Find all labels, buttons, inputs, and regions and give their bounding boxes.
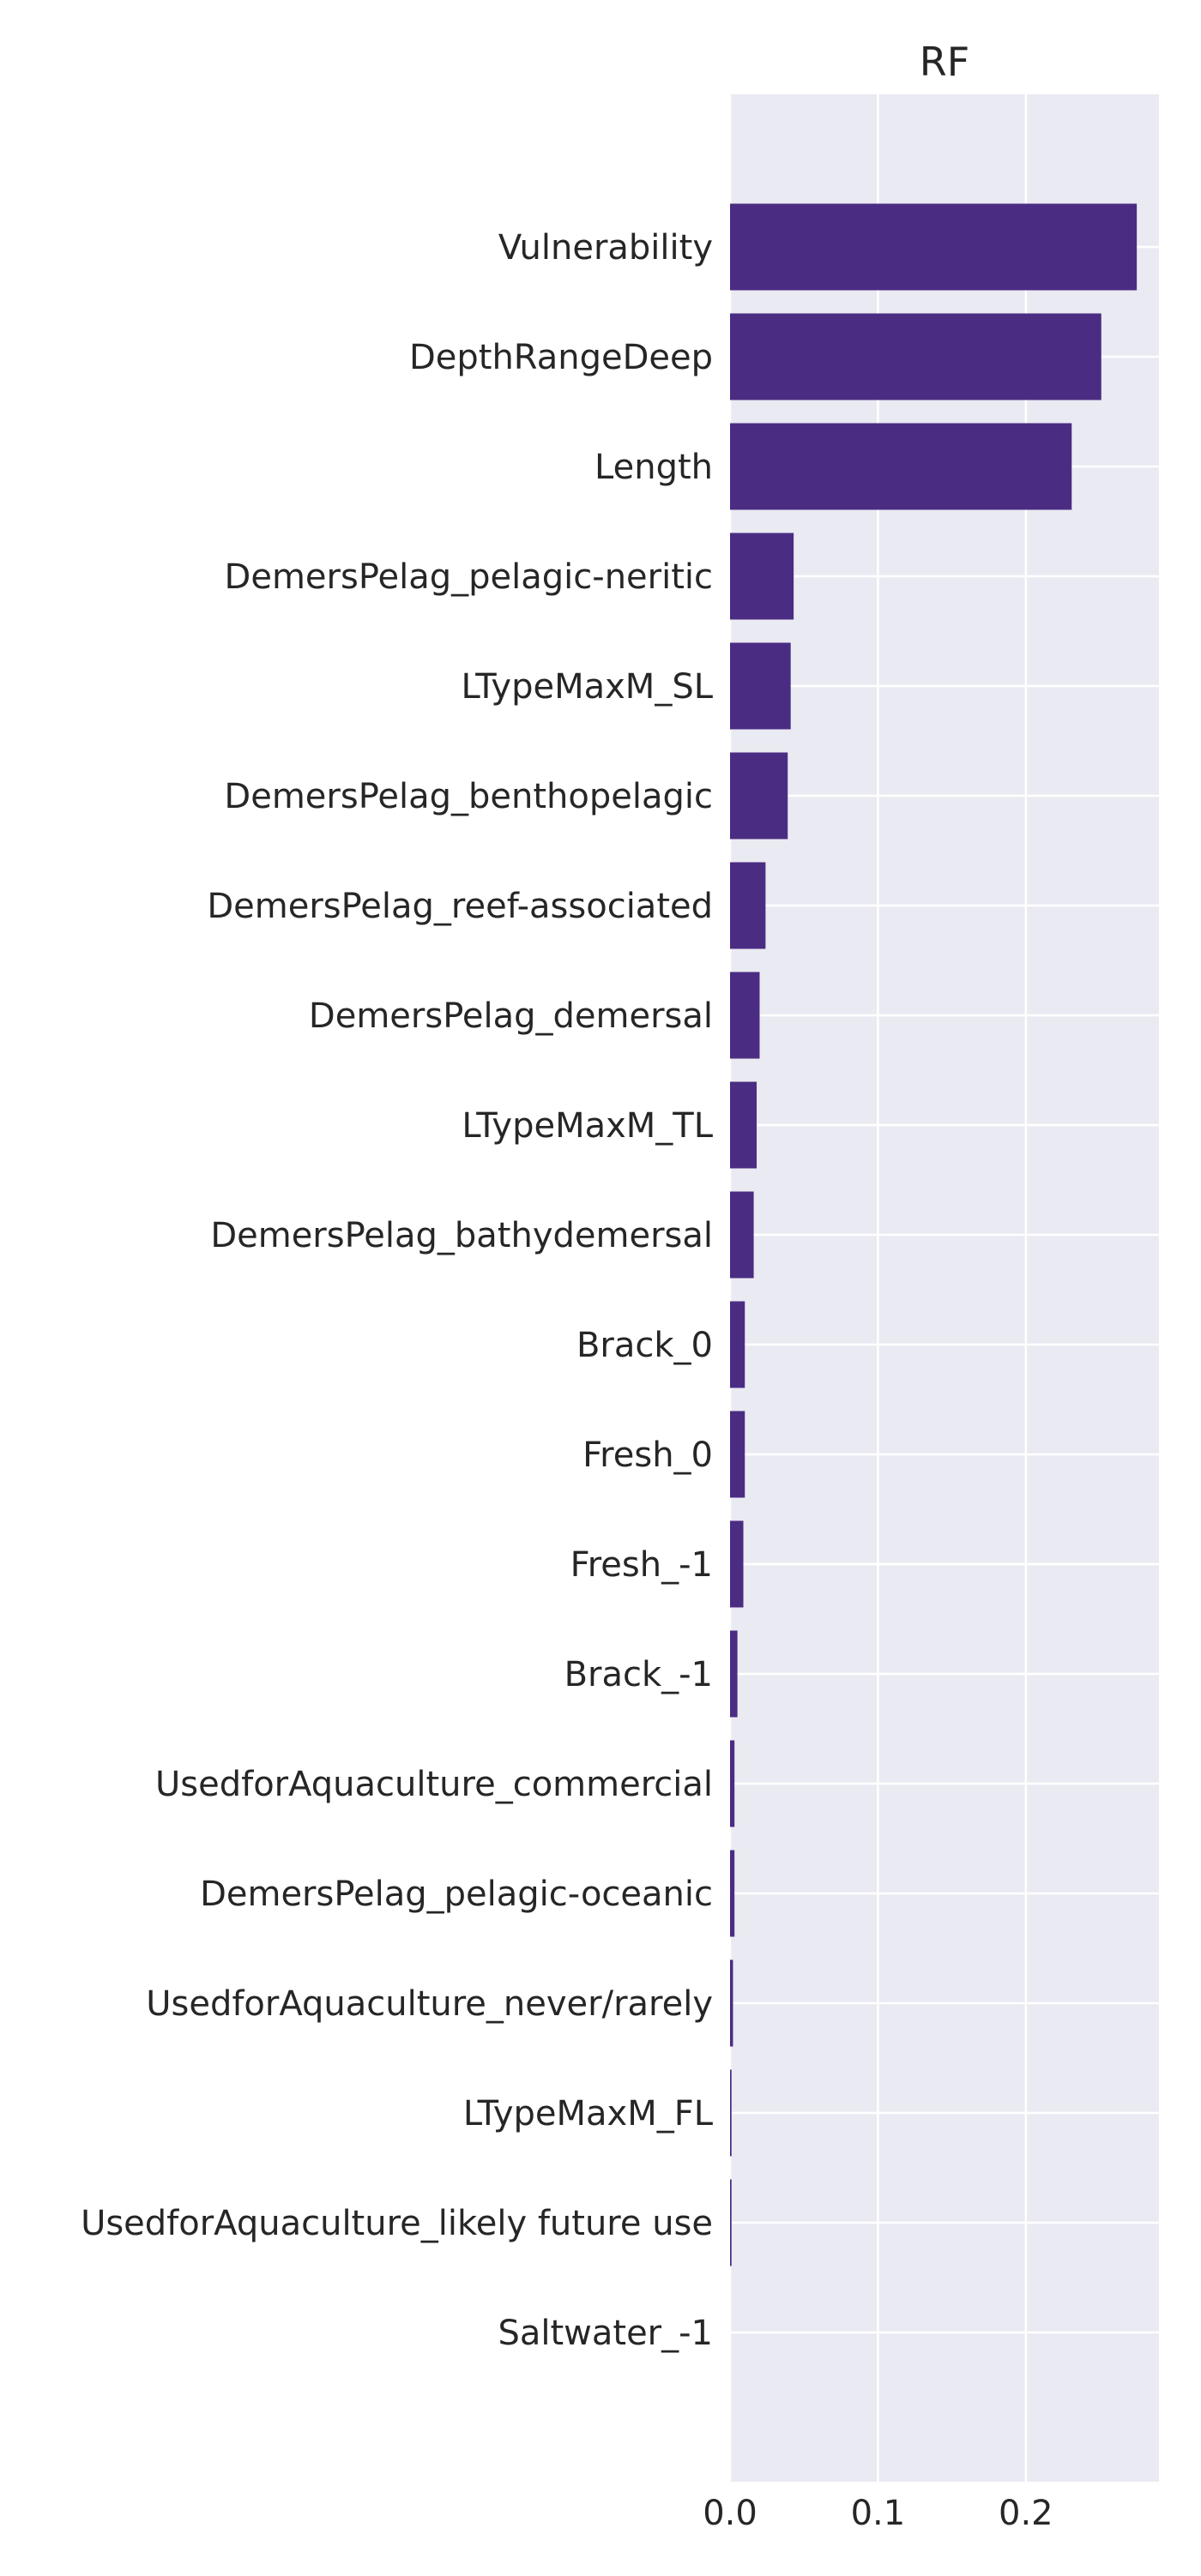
x-tick-label: 0.2 <box>999 2494 1053 2533</box>
bar <box>730 1301 745 1388</box>
category-label: UsedforAquaculture_never/rarely <box>146 1984 713 2024</box>
x-tick-label: 0.0 <box>703 2494 757 2533</box>
category-label: Fresh_0 <box>582 1435 713 1475</box>
bar <box>730 2179 732 2266</box>
category-label: DemersPelag_bathydemersal <box>210 1216 713 1255</box>
category-label: Saltwater_-1 <box>498 2314 713 2353</box>
bar <box>730 313 1101 400</box>
bar <box>730 2069 732 2157</box>
bar <box>730 1850 735 1937</box>
bars <box>730 203 1138 2266</box>
bar <box>730 423 1072 510</box>
category-labels: Vulnerability DepthRangeDeep Length DemersP… <box>81 228 714 2353</box>
category-label: DepthRangeDeep <box>409 338 713 377</box>
category-label: Fresh_-1 <box>570 1545 713 1585</box>
x-tick-label: 0.1 <box>851 2494 906 2533</box>
bar <box>730 1191 754 1279</box>
bar <box>730 752 788 840</box>
category-label: Brack_0 <box>576 1326 713 1365</box>
category-label: DemersPelag_demersal <box>309 996 713 1036</box>
category-label: DemersPelag_pelagic-neritic <box>225 557 713 597</box>
category-label: Brack_-1 <box>564 1655 713 1694</box>
bar <box>730 862 766 949</box>
bar <box>730 642 791 730</box>
category-label: Vulnerability <box>498 228 713 268</box>
category-label: LTypeMaxM_TL <box>462 1106 713 1146</box>
category-label: LTypeMaxM_FL <box>463 2094 714 2134</box>
category-label: Length <box>594 448 713 487</box>
bar <box>730 1740 735 1827</box>
bar <box>730 1630 738 1718</box>
bar <box>730 1959 733 2047</box>
category-label: LTypeMaxM_SL <box>461 667 713 707</box>
bar <box>730 1411 745 1498</box>
category-label: DemersPelag_benthopelagic <box>224 777 713 816</box>
chart-title: RF <box>920 39 969 85</box>
category-label: UsedforAquaculture_likely future use <box>81 2204 713 2243</box>
bar <box>730 972 760 1059</box>
bar <box>730 1081 757 1169</box>
bar <box>730 203 1138 291</box>
category-label: DemersPelag_reef-associated <box>207 887 713 926</box>
x-tick-labels: 0.0 0.1 0.2 <box>703 2494 1053 2533</box>
category-label: DemersPelag_pelagic-oceanic <box>200 1875 713 1914</box>
bar <box>730 533 794 620</box>
bar <box>730 1520 744 1608</box>
category-label: UsedforAquaculture_commercial <box>155 1765 713 1804</box>
